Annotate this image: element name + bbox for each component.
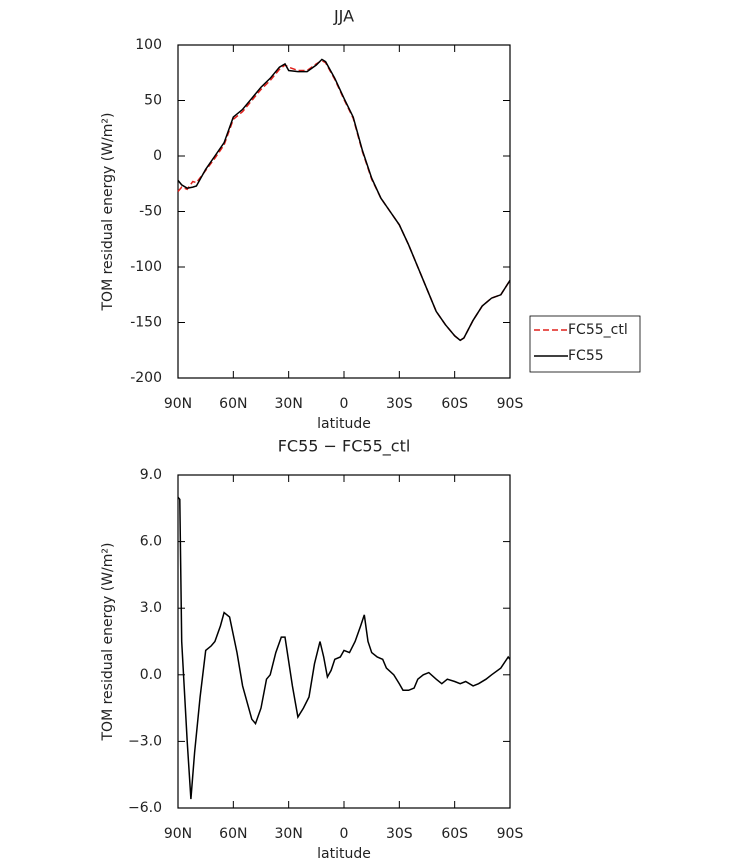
x-tick-label: 90N [164, 826, 192, 842]
x-tick-label: 30S [386, 826, 413, 842]
y-tick-label: 9.0 [140, 467, 162, 483]
y-tick-label: 6.0 [140, 534, 162, 550]
y-tick-label: -50 [139, 204, 162, 220]
plot-frame [177, 44, 511, 379]
x-tick-label: 0 [340, 396, 349, 412]
legend-label: FC55 [568, 348, 604, 364]
x-tick-label: 60N [219, 826, 247, 842]
y-tick-label: 3.0 [140, 600, 162, 616]
plot-frame [177, 474, 511, 809]
x-tick-label: 60S [441, 396, 468, 412]
legend-box [529, 315, 641, 373]
y-tick-label: 0.0 [140, 667, 162, 683]
x-tick-label: 30N [275, 826, 303, 842]
x-tick-label: 0 [340, 826, 349, 842]
x-tick-label: 60S [441, 826, 468, 842]
data-line [177, 496, 511, 800]
data-line [177, 58, 511, 342]
data-line [177, 59, 511, 342]
x-tick-label: 90S [497, 826, 524, 842]
x-tick-label: 60N [219, 396, 247, 412]
x-axis-label: latitude [317, 846, 371, 862]
y-tick-label: 100 [135, 37, 162, 53]
x-tick-label: 90S [497, 396, 524, 412]
x-tick-label: 30S [386, 396, 413, 412]
x-tick-label: 90N [164, 396, 192, 412]
y-tick-label: 0 [153, 148, 162, 164]
y-axis-label: TOM residual energy (W/m²) [100, 113, 116, 312]
y-tick-label: 50 [144, 93, 162, 109]
y-tick-label: -100 [130, 259, 162, 275]
y-tick-label: −6.0 [128, 800, 162, 816]
y-tick-label: -200 [130, 370, 162, 386]
x-tick-label: 30N [275, 396, 303, 412]
chart-title: FC55 − FC55_ctl [278, 437, 411, 457]
x-axis-label: latitude [317, 416, 371, 432]
y-tick-label: −3.0 [128, 733, 162, 749]
y-axis-label: TOM residual energy (W/m²) [100, 543, 116, 742]
legend-label: FC55_ctl [568, 322, 628, 338]
chart-title: JJA [333, 7, 354, 26]
y-tick-label: -150 [130, 315, 162, 331]
